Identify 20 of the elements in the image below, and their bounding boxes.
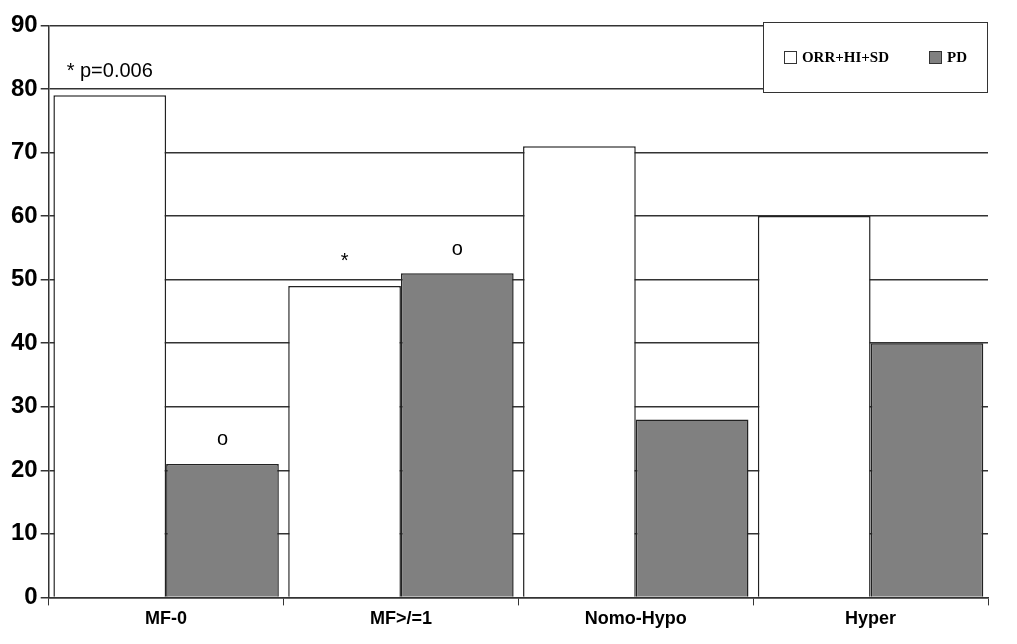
y-tick-label: 50: [10, 264, 38, 292]
y-tick-label: 40: [10, 327, 38, 355]
legend-label: PD: [947, 49, 967, 66]
legend-box: ORR+HI+SD PD: [762, 22, 988, 93]
x-tick-label: MF-0: [145, 608, 188, 629]
annotation: * p=0.006: [66, 58, 153, 81]
y-tick-label: 20: [10, 454, 38, 482]
y-tick-label: 10: [10, 518, 38, 546]
y-tick-label: 70: [10, 137, 38, 165]
annotation: *: [340, 249, 349, 272]
y-tick-label: 80: [10, 73, 38, 101]
y-tick-label: 0: [24, 582, 38, 610]
y-tick-label: 90: [10, 10, 38, 38]
y-tick-label: 30: [10, 391, 38, 419]
x-tick-label: Nomo-Hypo: [584, 608, 687, 629]
y-tick-label: 60: [10, 200, 38, 228]
x-tick-label: Hyper: [845, 608, 897, 629]
x-tick-label: MF>/=1: [369, 608, 432, 629]
annotation: o: [216, 427, 229, 450]
annotation: o: [451, 236, 463, 259]
